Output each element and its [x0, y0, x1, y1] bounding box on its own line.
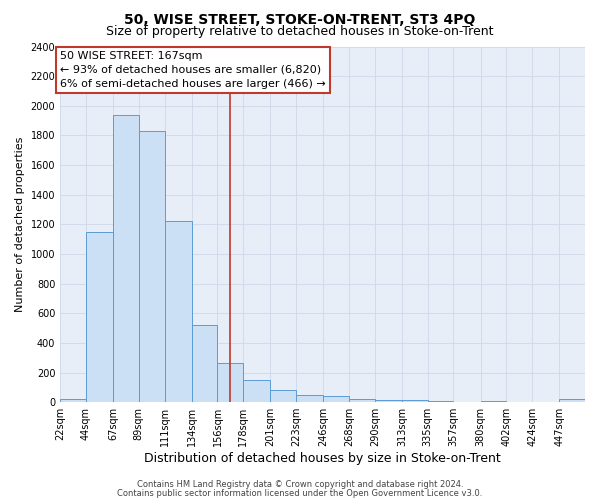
Bar: [323, 396, 349, 402]
Bar: [164, 222, 191, 402]
Bar: [191, 325, 217, 402]
Bar: [113, 114, 139, 402]
Text: Contains public sector information licensed under the Open Government Licence v3: Contains public sector information licen…: [118, 488, 482, 498]
X-axis label: Distribution of detached houses by size in Stoke-on-Trent: Distribution of detached houses by size …: [144, 452, 501, 465]
Bar: [217, 363, 244, 402]
Bar: [139, 131, 164, 402]
Bar: [349, 399, 375, 402]
Text: 50 WISE STREET: 167sqm
← 93% of detached houses are smaller (6,820)
6% of semi-d: 50 WISE STREET: 167sqm ← 93% of detached…: [60, 51, 326, 89]
Bar: [244, 380, 271, 402]
Bar: [296, 394, 323, 402]
Y-axis label: Number of detached properties: Number of detached properties: [15, 136, 25, 312]
Text: Contains HM Land Registry data © Crown copyright and database right 2024.: Contains HM Land Registry data © Crown c…: [137, 480, 463, 489]
Bar: [271, 390, 296, 402]
Bar: [559, 399, 585, 402]
Bar: [375, 400, 402, 402]
Text: Size of property relative to detached houses in Stoke-on-Trent: Size of property relative to detached ho…: [106, 25, 494, 38]
Text: 50, WISE STREET, STOKE-ON-TRENT, ST3 4PQ: 50, WISE STREET, STOKE-ON-TRENT, ST3 4PQ: [124, 12, 476, 26]
Bar: [86, 232, 113, 402]
Bar: [402, 400, 428, 402]
Bar: [60, 398, 86, 402]
